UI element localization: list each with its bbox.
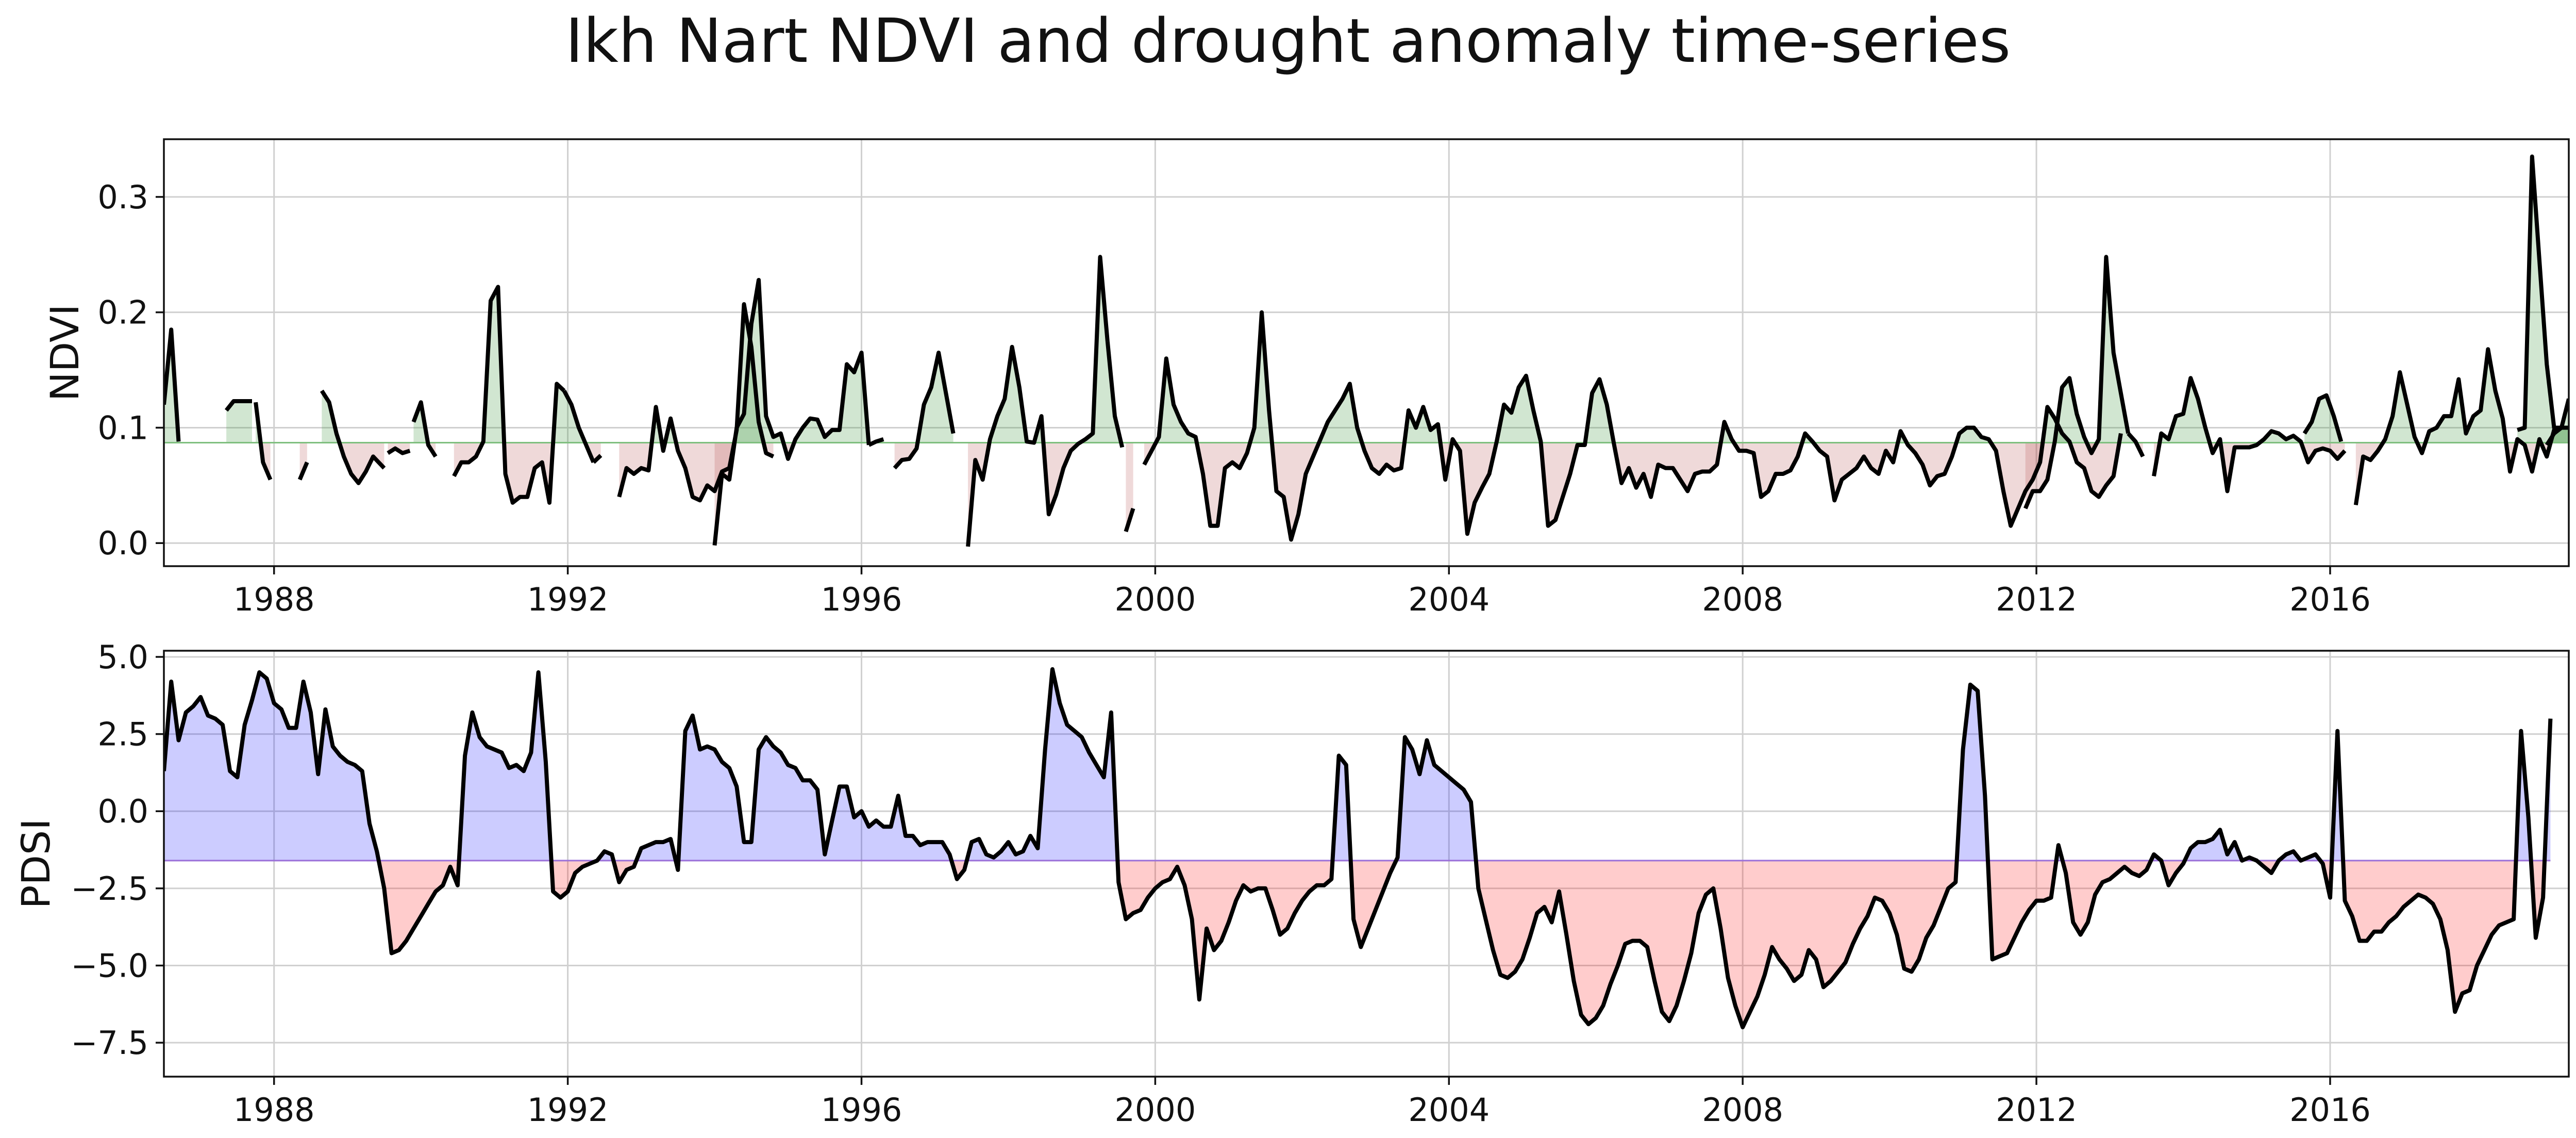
ndvi-xtick-label: 1996	[821, 581, 902, 618]
pdsi-xtick-label: 2016	[2289, 1091, 2371, 1129]
pdsi-xtick-label: 2012	[1996, 1091, 2077, 1129]
ndvi-ytick-label: 0.1	[97, 409, 148, 447]
pdsi-xtick-label: 1996	[821, 1091, 902, 1129]
ndvi-axes-frame	[163, 138, 2570, 567]
ndvi-series-line	[712, 278, 871, 546]
ndvi-series-line	[411, 400, 438, 458]
ndvi-series-line	[893, 351, 956, 470]
ndvi-fill-below	[894, 442, 954, 468]
ndvi-fill-above	[1107, 341, 1122, 443]
pdsi-xtick-label: 2008	[1702, 1091, 1783, 1129]
ndvi-xtick-label: 1988	[233, 581, 315, 618]
ndvi-series-line	[562, 389, 596, 464]
ndvi-series-line	[2152, 376, 2347, 493]
ndvi-series-line	[254, 402, 273, 481]
ndvi-fill-below	[619, 442, 774, 501]
pdsi-xtick-label: 1992	[527, 1091, 609, 1129]
ndvi-series-line	[868, 437, 884, 447]
pdsi-panel: 1988 1992 1996 2000 2004 2008 2012 2016 5.0 2.5 0.…	[13, 638, 2570, 1129]
ndvi-fill-below	[564, 442, 594, 463]
pdsi-axes-frame	[163, 650, 2570, 1078]
pdsi-ytick-label: −7.5	[71, 1024, 148, 1062]
page-title: Ikh Nart NDVI and drought anomaly time-s…	[565, 5, 2011, 76]
ndvi-series-line	[320, 389, 386, 485]
ndvi-xtick-label: 2000	[1114, 581, 1196, 618]
ndvi-fill-above	[226, 401, 252, 443]
ndvi-series-line	[224, 399, 252, 412]
pdsi-ylabel: PDSI	[13, 818, 59, 909]
ndvi-ytick-label: 0.3	[97, 178, 148, 216]
pdsi-fill-above	[164, 669, 2551, 861]
pdsi-ytick-label: 5.0	[97, 638, 148, 676]
ndvi-fill-below	[714, 442, 869, 546]
ndvi-fill-above	[2548, 399, 2569, 443]
ndvi-xtick-label: 2016	[2289, 581, 2371, 618]
ndvi-series-line	[387, 446, 411, 455]
ndvi-xtick-label: 2008	[1702, 581, 1783, 618]
ndvi-series-line	[966, 255, 1110, 547]
pdsi-ytick-label: −2.5	[71, 870, 148, 908]
pdsi-series-line	[164, 667, 2553, 1030]
ndvi-series-line	[297, 461, 309, 481]
ndvi-series-line	[2353, 347, 2569, 506]
ndvi-series-line	[1105, 341, 1125, 448]
ndvi-fill-above	[917, 353, 954, 443]
ndvi-series-line	[164, 327, 181, 442]
ndvi-fill-below	[322, 442, 384, 483]
pdsi-fill-below	[378, 861, 2545, 1028]
ndvi-series-line	[617, 302, 775, 503]
ndvi-xtick-label: 2012	[1996, 581, 2077, 618]
ndvi-ytick-label: 0.0	[97, 524, 148, 562]
ndvi-fill-below	[968, 442, 1108, 547]
ndvi-series-line	[2302, 393, 2344, 442]
pdsi-xtick-label: 2000	[1114, 1091, 1196, 1129]
ndvi-series-line	[2023, 255, 2131, 509]
pdsi-ytick-label: 2.5	[97, 716, 148, 753]
pdsi-xtick-label: 2004	[1408, 1091, 1490, 1129]
ndvi-fill-above	[989, 257, 1108, 443]
ndvi-series-line	[1142, 310, 2123, 542]
pdsi-ytick-label: 0.0	[97, 793, 148, 830]
ndvi-series-line	[2127, 432, 2145, 458]
ndvi-series-line	[452, 285, 566, 505]
ndvi-ytick-label: 0.2	[97, 294, 148, 332]
ndvi-fill-below	[1144, 442, 2121, 540]
ndvi-fill-below	[593, 442, 601, 463]
ndvi-series-line	[2545, 398, 2569, 447]
ndvi-ylabel: NDVI	[42, 304, 88, 401]
ndvi-xtick-label: 1992	[527, 581, 609, 618]
ndvi-panel: 1988 1992 1996 2000 2004 2008 2012 2016 0.0 0.1 0.…	[42, 138, 2570, 618]
pdsi-xtick-label: 1988	[233, 1091, 315, 1129]
ndvi-series-line	[1124, 507, 1135, 533]
ndvi-fill-above	[2304, 395, 2341, 443]
ndvi-series-line	[592, 454, 603, 464]
ndvi-fill-above	[2383, 349, 2569, 443]
ndvi-xtick-label: 2004	[1408, 581, 1490, 618]
pdsi-ytick-label: −5.0	[71, 947, 148, 985]
ndvi-fill-below	[454, 442, 564, 503]
